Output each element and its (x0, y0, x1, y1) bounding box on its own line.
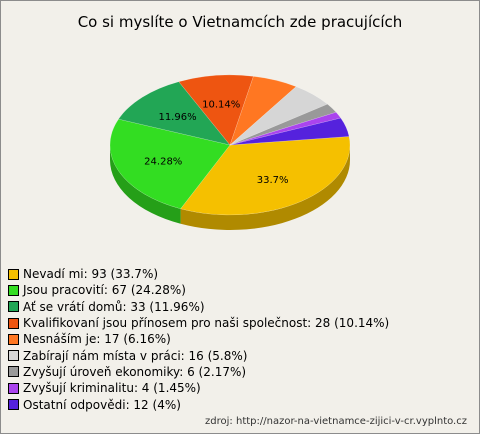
pie-labels: 33.7% 24.28% 11.96% 10.14% (144, 99, 288, 186)
legend-swatch (8, 268, 19, 280)
legend-label: Zabírají nám místa v práci: 16 (5.8%) (23, 348, 248, 363)
legend-swatch (8, 366, 19, 378)
legend-label: Jsou pracovití: 67 (24.28%) (23, 283, 186, 298)
legend-item: Zvyšují kriminalitu: 4 (1.45%) (8, 380, 389, 396)
pie-slice-8 (229, 117, 350, 146)
legend-item: Jsou pracovití: 67 (24.28%) (8, 282, 389, 298)
legend-swatch (8, 317, 19, 329)
legend-item: Ať se vrátí domů: 33 (11.96%) (8, 299, 389, 315)
legend-item: Zabírají nám místa v práci: 16 (5.8%) (8, 347, 389, 363)
legend-swatch (8, 382, 19, 394)
pie-slice-7 (229, 111, 342, 146)
pie-sides (110, 145, 350, 230)
pie-slice-4 (229, 76, 297, 146)
pie-slice-3 (178, 74, 254, 146)
pie-slice-1 (109, 118, 231, 210)
legend-swatch (8, 399, 19, 411)
pie-slice-side-0 (180, 145, 350, 230)
pie-slice-side-1 (110, 145, 181, 224)
pie-slice-label-2: 11.96% (158, 112, 196, 123)
pie-slice-label-0: 33.7% (257, 175, 289, 186)
legend-item: Ostatní odpovědi: 12 (4%) (8, 396, 389, 412)
legend-label: Zvyšují kriminalitu: 4 (1.45%) (23, 381, 201, 396)
legend-label: Kvalifikovaní jsou přínosem pro naši spo… (23, 316, 390, 331)
legend-label: Zvyšují úroveň ekonomiky: 6 (2.17%) (23, 364, 247, 379)
legend-item: Nesnáším je: 17 (6.16%) (8, 331, 389, 347)
pie-chart: 33.7% 24.28% 11.96% 10.14% (109, 74, 351, 230)
pie-slice-label-3: 10.14% (202, 99, 240, 110)
pie-slices (109, 74, 351, 216)
pie-slice-0 (180, 136, 351, 216)
pie-slice-5 (229, 86, 328, 146)
legend-swatch (8, 284, 19, 296)
legend-label: Ostatní odpovědi: 12 (4%) (23, 397, 181, 412)
legend-item: Zvyšují úroveň ekonomiky: 6 (2.17%) (8, 364, 389, 380)
source-note: zdroj: http://nazor-na-vietnamce-zijici-… (205, 416, 467, 427)
legend-swatch (8, 301, 19, 313)
pie-slice-label-1: 24.28% (144, 157, 182, 168)
legend-label: Nevadí mi: 93 (33.7%) (23, 267, 159, 282)
legend-swatch (8, 333, 19, 345)
legend-label: Nesnáším je: 17 (6.16%) (23, 332, 171, 347)
legend-label: Ať se vrátí domů: 33 (11.96%) (23, 299, 205, 314)
legend: Nevadí mi: 93 (33.7%) Jsou pracovití: 67 … (8, 266, 389, 413)
chart-title: Co si myslíte o Vietnamcích zde pracujíc… (77, 13, 403, 31)
pie-slice-6 (229, 103, 337, 146)
legend-item: Kvalifikovaní jsou přínosem pro naši spo… (8, 315, 389, 331)
pie-slice-2 (118, 81, 231, 146)
legend-swatch (8, 350, 19, 362)
legend-item: Nevadí mi: 93 (33.7%) (8, 266, 389, 282)
